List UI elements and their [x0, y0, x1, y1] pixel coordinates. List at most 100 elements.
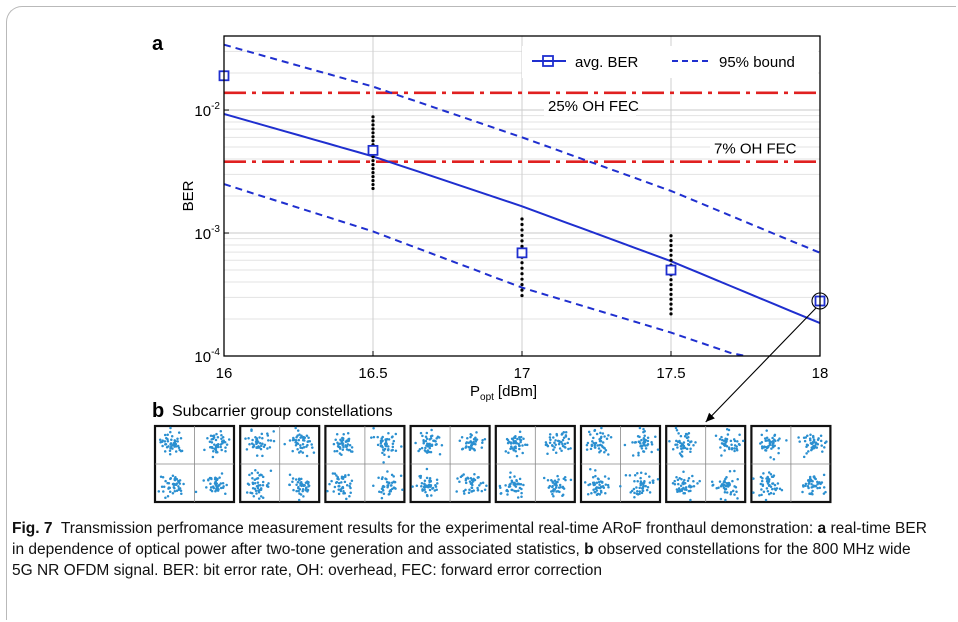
constellation-point [718, 438, 722, 441]
constellation-point [686, 439, 690, 442]
constellation-point [372, 484, 375, 488]
statistics-dot [669, 239, 673, 243]
constellation-point [391, 442, 395, 445]
constellation-point [721, 484, 725, 487]
constellation-point [251, 476, 254, 480]
constellation-point [521, 444, 524, 447]
constellation-point [481, 439, 484, 442]
y-tick-exp: -3 [211, 224, 220, 235]
constellation-point [302, 445, 306, 449]
constellation-point [166, 439, 170, 443]
avg-ber-marker [516, 247, 528, 259]
constellation-point [506, 438, 510, 442]
constellation-point [760, 440, 764, 444]
constellation-point [212, 436, 216, 439]
constellation-point [719, 497, 723, 501]
constellation-point [255, 446, 258, 449]
constellation-point [724, 498, 727, 502]
constellation-point [257, 491, 261, 494]
constellation-point [680, 444, 684, 448]
highlight-arrow-head [705, 412, 715, 422]
constellation-point [546, 444, 550, 448]
y-tick-base: 10 [194, 103, 211, 120]
constellation-point [344, 444, 347, 447]
constellation-point [214, 480, 217, 483]
constellation-point [518, 447, 521, 451]
constellation-point [182, 482, 185, 486]
constellation-point [171, 447, 174, 450]
constellation-point [766, 446, 769, 450]
constellation-point [306, 440, 309, 443]
constellation-point [518, 430, 522, 434]
constellation-point [698, 479, 701, 483]
constellation-point [388, 492, 391, 496]
constellation-point [498, 484, 502, 488]
constellation-point [339, 439, 342, 442]
constellation-point [219, 445, 222, 449]
constellation-point [333, 472, 337, 475]
constellation-point [380, 437, 383, 440]
constellation-point [349, 491, 352, 495]
constellation-point [177, 485, 180, 488]
constellation-point [680, 450, 684, 453]
constellation-point [556, 439, 560, 443]
constellation-point [464, 481, 468, 485]
constellation-point [636, 435, 640, 438]
constellation-point [694, 441, 697, 444]
constellation-point [473, 473, 476, 476]
constellation-point [378, 490, 381, 494]
constellation-point [266, 447, 269, 450]
constellation-point [768, 441, 772, 445]
constellation-point [765, 436, 769, 439]
statistics-dot [371, 155, 375, 159]
constellation-point [251, 481, 255, 484]
constellation-point [619, 484, 622, 488]
constellation-point [711, 484, 714, 487]
constellation-point [245, 448, 249, 451]
constellation-point [257, 497, 261, 500]
statistics-dot [520, 293, 524, 298]
constellation-point [824, 490, 827, 494]
constellation-point [372, 426, 375, 430]
constellation-point [481, 481, 485, 485]
x-axis-title-unit: [dBm] [498, 383, 537, 400]
legend-avg-marker [542, 55, 554, 67]
constellation-point [259, 495, 263, 498]
constellation-point [435, 488, 438, 491]
constellation-point [644, 484, 647, 488]
constellation-point [741, 439, 745, 443]
x-tick-label: 18 [812, 365, 829, 382]
constellation-point [209, 482, 212, 485]
constellation-point [171, 492, 175, 495]
constellation-point [174, 439, 177, 443]
constellation-point [159, 475, 163, 479]
constellation-point [677, 440, 680, 443]
constellation-point [170, 435, 174, 438]
constellation-point [165, 436, 168, 440]
constellation-point [555, 432, 558, 436]
statistics-dot [669, 307, 673, 311]
constellation-point [202, 479, 205, 482]
constellation-point [685, 436, 689, 440]
constellation-point [383, 453, 386, 457]
panel-b-label: b [152, 400, 164, 422]
constellation-point [676, 478, 680, 482]
constellation-point [435, 442, 438, 446]
constellation-point [594, 487, 597, 491]
constellation-point [520, 495, 523, 499]
constellation-point [680, 455, 684, 458]
constellation-point [400, 445, 403, 448]
constellation-point [819, 482, 822, 486]
constellation-point [399, 474, 403, 477]
y-tick-labels: 10-210-310-4 [194, 101, 220, 366]
statistics-dot [520, 266, 524, 270]
constellation-point [225, 483, 228, 487]
constellation-point [506, 441, 510, 445]
constellation-point [564, 435, 568, 438]
constellation-point [771, 440, 775, 443]
constellation-point [762, 472, 765, 475]
constellation-point [340, 481, 343, 484]
constellation-point [724, 477, 727, 481]
constellation-point [561, 432, 564, 435]
statistics-dot [371, 119, 375, 123]
